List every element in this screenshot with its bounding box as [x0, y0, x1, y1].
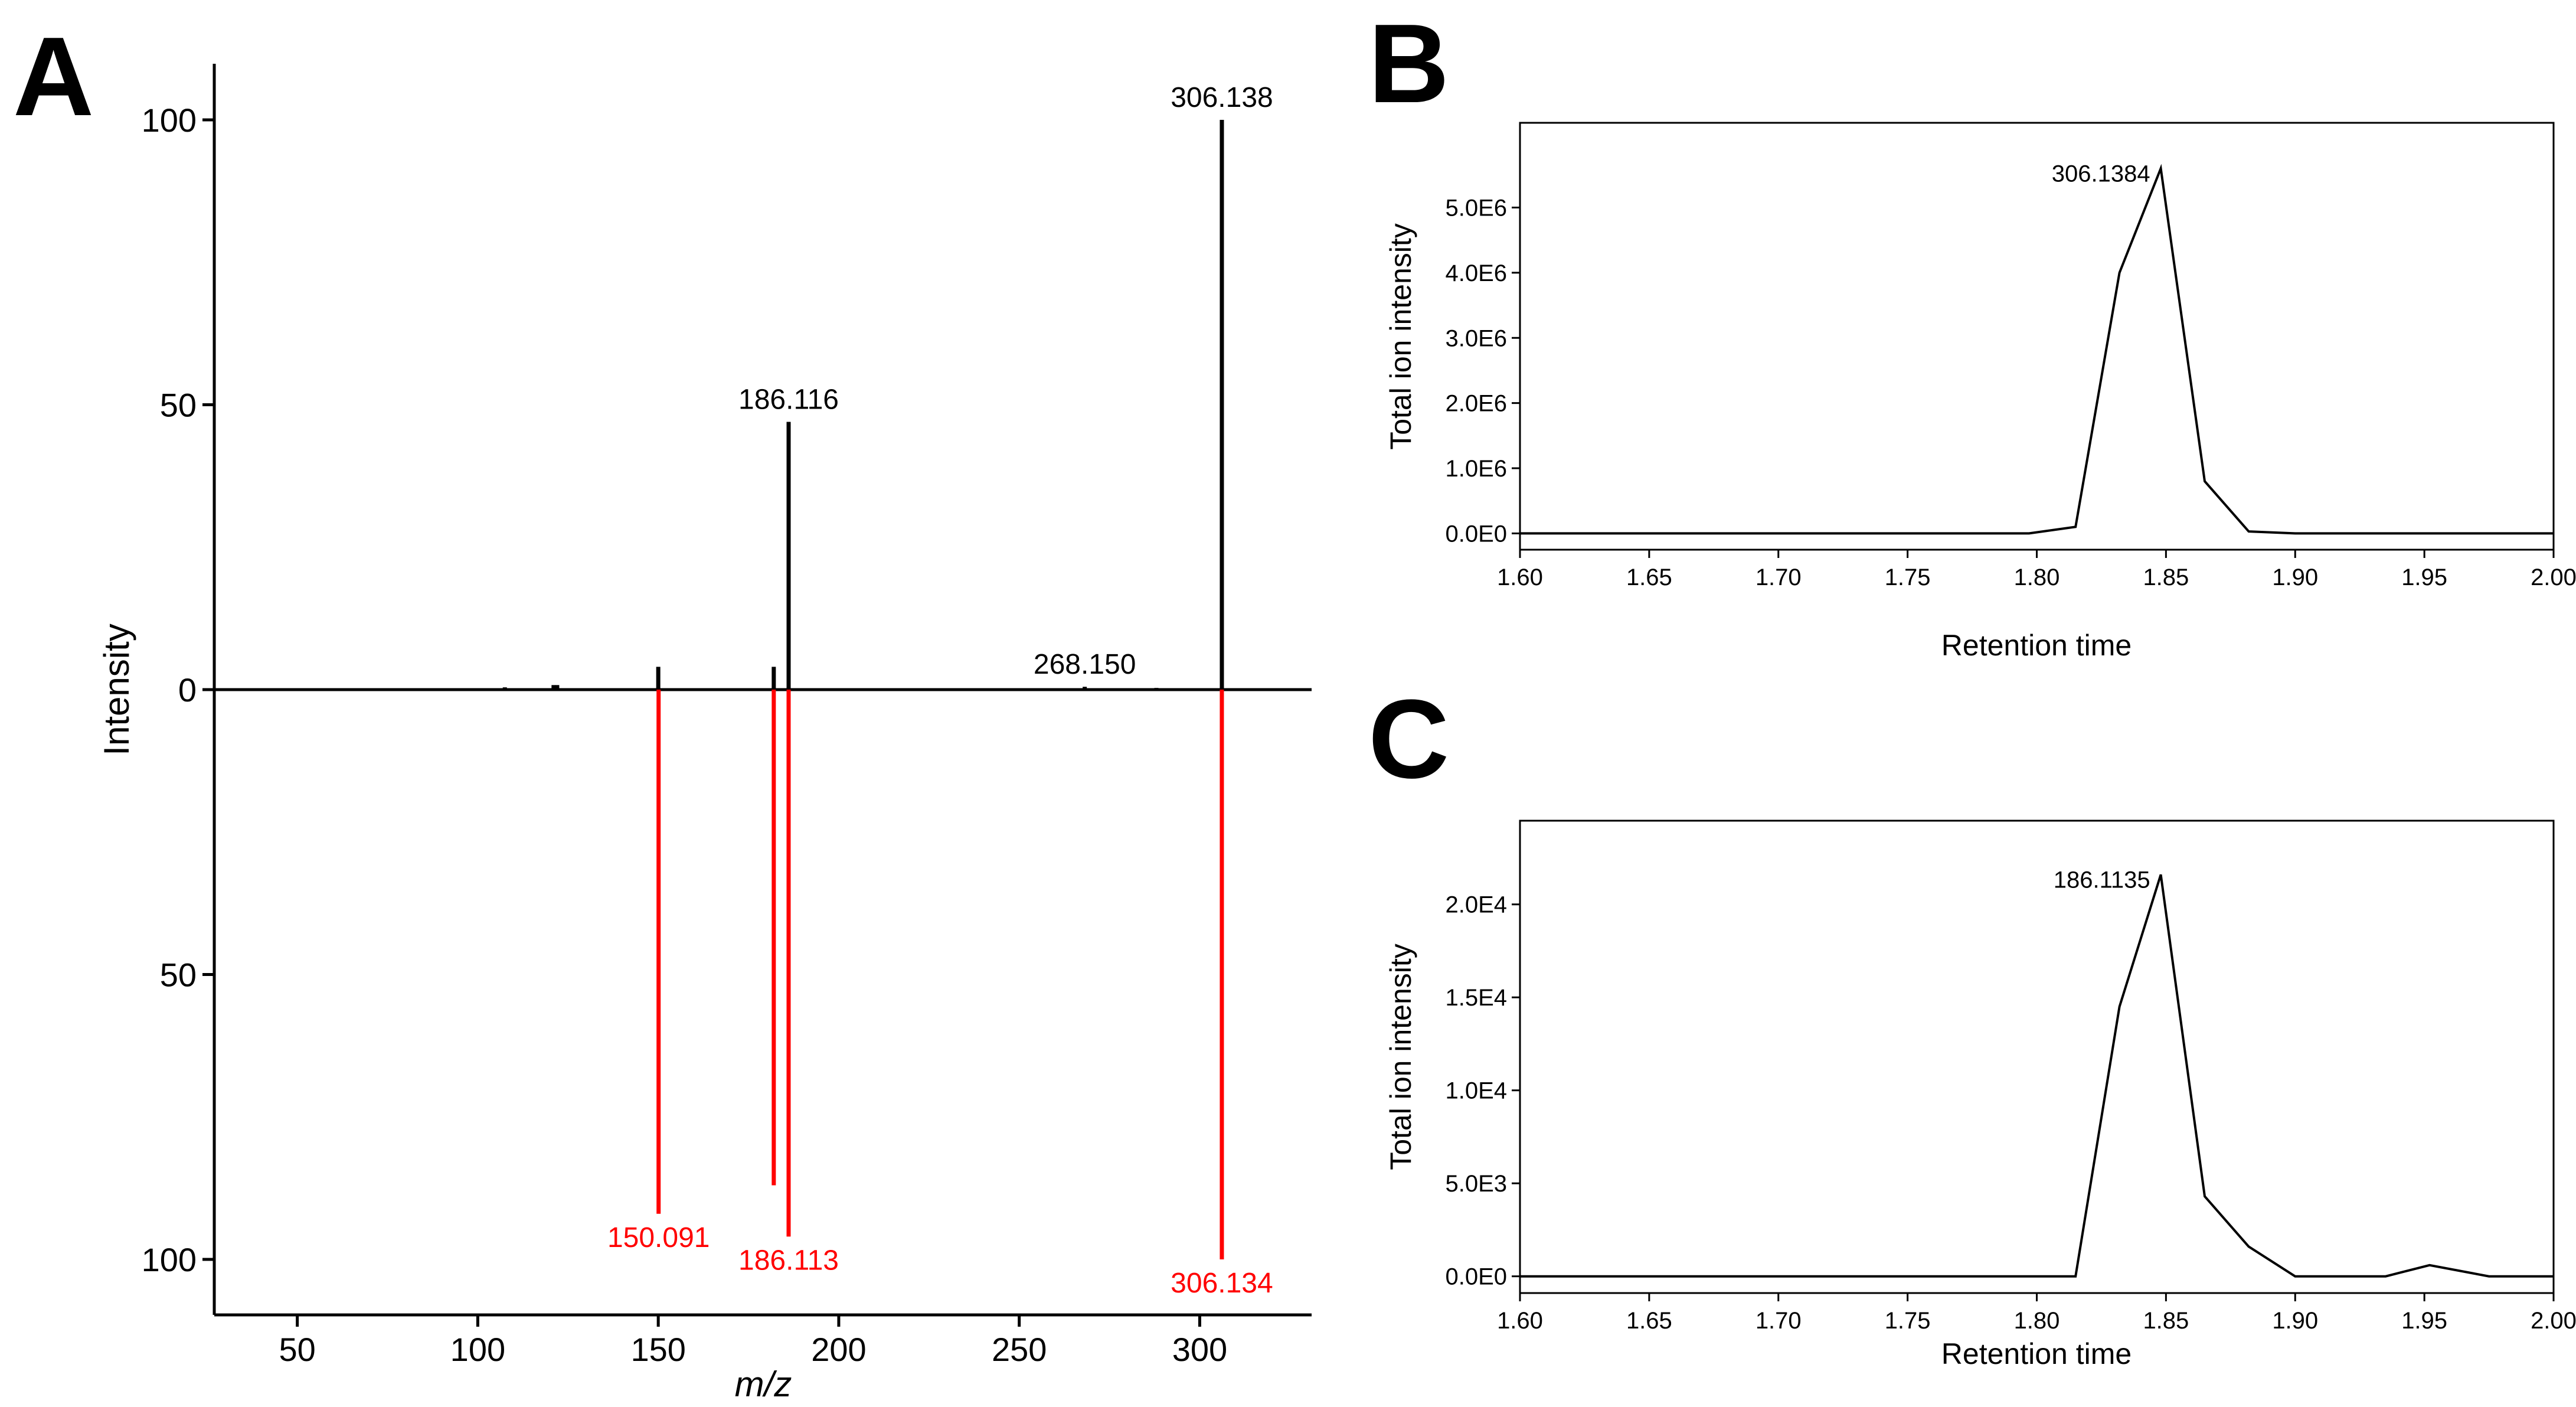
b-x-ticks: 1.60 1.65 1.70 1.75 1.80 1.85 1.90 1.95 2.00	[1497, 550, 2576, 590]
bottom-peak-label: 150.091	[607, 1222, 710, 1253]
c-series-line	[1520, 874, 2554, 1278]
a-y-tick-label: 100	[142, 1241, 197, 1278]
b-y-tick-label: 4.0E6	[1445, 260, 1507, 286]
a-y-tick-label: 50	[160, 957, 197, 994]
b-y-ticks: 0.0E0 1.0E6 2.0E6 3.0E6 4.0E6 5.0E6	[1445, 195, 1520, 547]
c-x-tick-label: 1.80	[2014, 1308, 2060, 1334]
a-y-tick-label: 100	[142, 102, 197, 139]
a-y-axis-label: Intensity	[97, 623, 136, 755]
b-x-tick-label: 1.75	[1885, 564, 1931, 590]
a-x-tick-label: 250	[992, 1331, 1047, 1368]
top-peak-label: 268.150	[1034, 649, 1136, 680]
b-y-axis-label: Total ion intensity	[1384, 223, 1417, 450]
c-y-tick-label: 5.0E3	[1445, 1171, 1507, 1197]
b-y-tick-label: 5.0E6	[1445, 195, 1507, 221]
bottom-peak-label: 186.113	[738, 1245, 839, 1276]
c-x-tick-label: 1.85	[2143, 1308, 2189, 1334]
a-y-tick-label: 0	[178, 671, 197, 709]
panel-letter-b: B	[1368, 1, 1449, 126]
c-x-ticks: 1.60 1.65 1.70 1.75 1.80 1.85 1.90 1.95 2.00	[1497, 1293, 2576, 1334]
a-y-tick-label: 50	[160, 387, 197, 424]
top-peak-label: 306.138	[1171, 82, 1273, 113]
b-y-tick-label: 0.0E0	[1445, 521, 1507, 547]
a-x-axis-label: m/z	[735, 1364, 792, 1404]
bottom-peak-label: 306.134	[1171, 1268, 1273, 1299]
b-plot-frame	[1519, 122, 2555, 551]
panel-a-spectrum: 100 50 0 50 100 50 100 150 200 250 300 186.116 268…	[97, 64, 1312, 1404]
b-y-tick-label: 1.0E6	[1445, 456, 1507, 482]
c-y-tick-label: 0.0E0	[1445, 1264, 1507, 1290]
c-plot-frame	[1519, 820, 2555, 1294]
c-x-tick-label: 1.65	[1626, 1308, 1672, 1334]
b-x-tick-label: 1.60	[1497, 564, 1543, 590]
b-x-tick-label: 1.90	[2272, 564, 2318, 590]
c-x-tick-label: 1.90	[2272, 1308, 2318, 1334]
c-peak-label: 186.1135	[2054, 867, 2150, 893]
a-x-ticks: 50 100 150 200 250 300	[279, 1315, 1227, 1368]
a-peaks: 186.116 268.150 306.138 150.091 186.113 306.1…	[502, 82, 1273, 1299]
c-x-tick-label: 1.95	[2401, 1308, 2447, 1334]
c-x-tick-label: 1.60	[1497, 1308, 1543, 1334]
top-peak-label: 186.116	[738, 384, 839, 415]
a-y-ticks: 100 50 0 50 100	[142, 102, 214, 1278]
b-x-axis-label: Retention time	[1941, 629, 2132, 662]
b-series-line	[1520, 164, 2554, 535]
c-y-tick-label: 1.5E4	[1445, 985, 1507, 1011]
b-y-tick-label: 2.0E6	[1445, 391, 1507, 417]
b-peak-label: 306.1384	[2052, 161, 2150, 187]
b-x-tick-label: 1.80	[2014, 564, 2060, 590]
a-x-tick-label: 50	[279, 1331, 315, 1368]
a-x-tick-label: 200	[811, 1331, 866, 1368]
b-x-tick-label: 1.70	[1756, 564, 1802, 590]
b-y-tick-label: 3.0E6	[1445, 325, 1507, 351]
b-x-tick-label: 2.00	[2531, 564, 2576, 590]
b-x-tick-label: 1.95	[2401, 564, 2447, 590]
c-x-tick-label: 1.75	[1885, 1308, 1931, 1334]
a-x-tick-label: 300	[1172, 1331, 1227, 1368]
panel-letter-a: A	[13, 14, 94, 139]
a-x-tick-label: 100	[450, 1331, 505, 1368]
c-y-tick-label: 2.0E4	[1445, 892, 1507, 918]
panel-letter-c: C	[1368, 677, 1449, 802]
c-x-axis-label: Retention time	[1941, 1337, 2132, 1370]
c-y-axis-label: Total ion intensity	[1384, 944, 1417, 1170]
c-x-tick-label: 1.70	[1756, 1308, 1802, 1334]
a-x-tick-label: 150	[630, 1331, 685, 1368]
b-x-tick-label: 1.65	[1626, 564, 1672, 590]
c-y-tick-label: 1.0E4	[1445, 1078, 1507, 1104]
c-x-tick-label: 2.00	[2531, 1308, 2576, 1334]
b-x-tick-label: 1.85	[2143, 564, 2189, 590]
c-y-ticks: 0.0E0 5.0E3 1.0E4 1.5E4 2.0E4	[1445, 892, 1520, 1290]
